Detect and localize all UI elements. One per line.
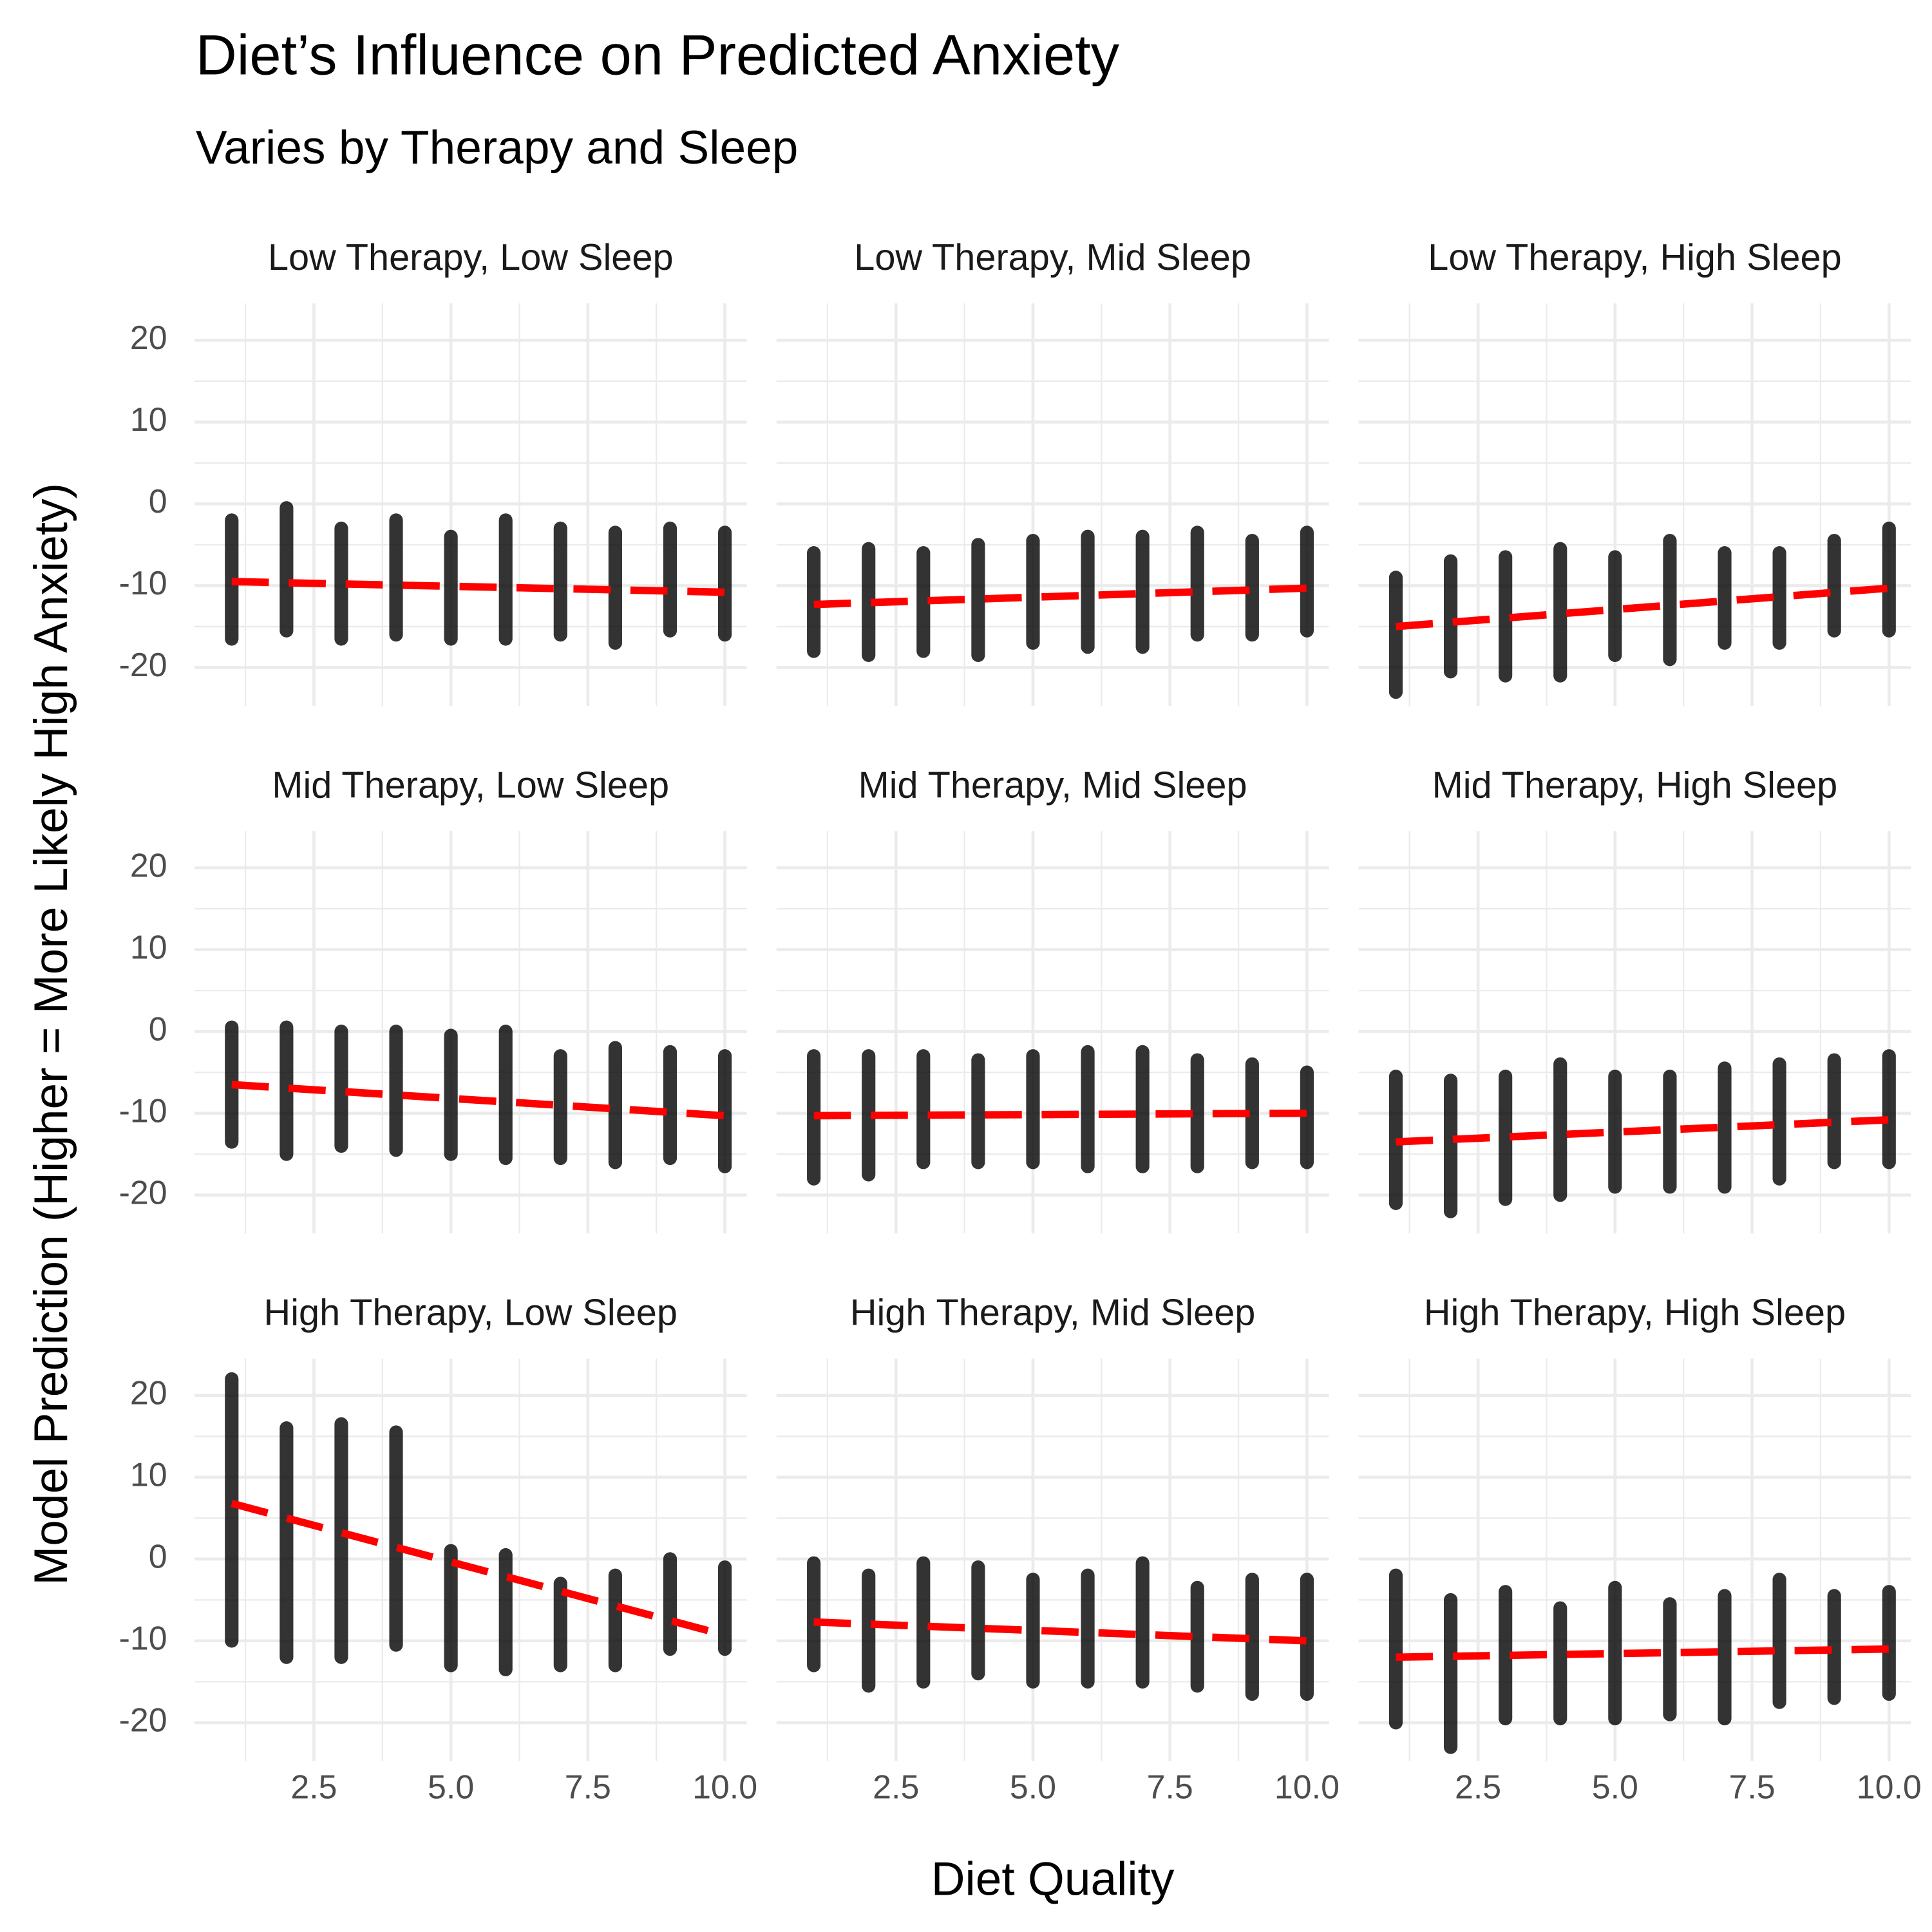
y-tick-label: 10 [130,929,167,966]
x-tick-label: 5.0 [428,1769,474,1806]
y-axis-label: Model Prediction (Higher = More Likely H… [25,483,77,1586]
strip-label: High Therapy, Low Sleep [264,1293,677,1334]
chart-subtitle: Varies by Therapy and Sleep [196,122,799,174]
panel [776,303,1329,706]
panel [776,831,1329,1234]
trend-line [231,1499,726,1639]
strip-label: High Therapy, Mid Sleep [850,1293,1256,1334]
x-tick-label: 5.0 [1010,1769,1056,1806]
y-tick-label: 0 [149,483,167,520]
trend-line [1396,584,1889,630]
x-tick-label: 10.0 [692,1769,757,1806]
trend-line [231,578,725,596]
strip-label: Mid Therapy, Low Sleep [272,764,669,806]
x-tick-label: 10.0 [1857,1769,1922,1806]
y-tick-label: -20 [119,647,167,684]
x-tick-label: 2.5 [1455,1769,1501,1806]
y-tick-label: 10 [130,401,167,439]
x-tick-label: 7.5 [565,1769,611,1806]
trend-line [1396,1116,1889,1146]
y-tick-label: 20 [130,847,167,884]
chart-title: Diet’s Influence on Predicted Anxiety [196,23,1120,87]
panel [194,831,747,1234]
y-tick-label: 20 [130,319,167,357]
x-tick-label: 2.5 [290,1769,337,1806]
trend-line [1396,1645,1889,1662]
y-tick-label: -10 [119,1092,167,1130]
trend-line [813,1109,1307,1120]
strip-label: Low Therapy, High Sleep [1428,237,1841,278]
strip-label: Mid Therapy, High Sleep [1432,764,1838,806]
x-tick-label: 5.0 [1592,1769,1638,1806]
strip-label: Low Therapy, Mid Sleep [854,237,1251,278]
panel [194,1358,747,1761]
panel [194,303,747,706]
y-tick-label: 0 [149,1010,167,1048]
x-tick-label: 7.5 [1147,1769,1193,1806]
panel [1358,831,1911,1234]
x-tick-label: 2.5 [873,1769,919,1806]
panel [1358,303,1911,706]
x-axis-label: Diet Quality [931,1853,1175,1905]
y-tick-label: -20 [119,1174,167,1211]
x-tick-label: 10.0 [1274,1769,1340,1806]
panel [776,1358,1329,1761]
panel [1358,1358,1911,1761]
trend-line [813,1618,1307,1645]
y-tick-label: 0 [149,1539,167,1576]
trend-line [813,584,1307,609]
strip-label: Low Therapy, Low Sleep [268,237,674,278]
y-tick-label: -20 [119,1702,167,1739]
strip-label: Mid Therapy, Mid Sleep [858,764,1247,806]
y-tick-label: 20 [130,1374,167,1412]
trend-line [231,1081,725,1120]
x-tick-label: 7.5 [1728,1769,1775,1806]
y-tick-label: 10 [130,1457,167,1494]
y-tick-label: -10 [119,565,167,602]
strip-label: High Therapy, High Sleep [1424,1293,1846,1334]
y-tick-label: -10 [119,1620,167,1658]
